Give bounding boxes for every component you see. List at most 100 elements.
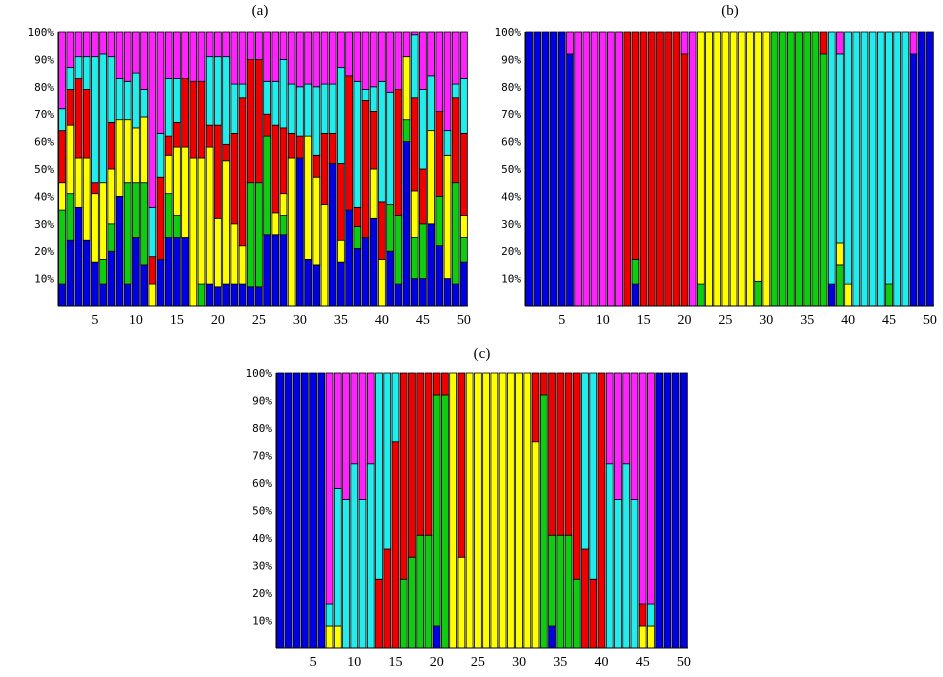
x-tick-label: 5 — [310, 655, 317, 670]
x-tick-label: 35 — [553, 655, 567, 670]
x-tick-label: 50 — [677, 655, 691, 670]
bar-segment-red — [296, 135, 304, 159]
y-tick-label: 90% — [501, 53, 521, 66]
bar-segment-green — [58, 209, 66, 285]
bar-segment-magenta — [296, 31, 304, 88]
bar-segment-blue — [99, 283, 107, 307]
bar-segment-red — [328, 132, 337, 164]
bar-segment-cyan — [164, 78, 173, 137]
bar-segment-green — [754, 280, 762, 307]
bar-segment-magenta — [566, 31, 574, 55]
bar-segment-magenta — [366, 372, 375, 465]
y-tick-label: 50% — [501, 163, 521, 176]
bar-segment-magenta — [680, 31, 689, 55]
bar-segment-red — [58, 130, 66, 184]
bar-segment-red — [460, 132, 468, 216]
bar-segment-green — [697, 283, 705, 307]
bar-segment-magenta — [361, 31, 370, 90]
bar-segment-green — [424, 534, 433, 649]
y-tick-label: 90% — [34, 53, 54, 66]
y-tick-label: 70% — [501, 108, 521, 121]
bar-segment-red — [378, 201, 386, 260]
bar-segment-blue — [566, 53, 574, 307]
bar-segment-cyan — [391, 372, 400, 443]
bar-segment-blue — [451, 283, 460, 307]
bar-segment-magenta — [598, 31, 607, 307]
x-tick-label: 15 — [637, 313, 651, 328]
bar-segment-yellow — [523, 372, 532, 649]
bar-segment-cyan — [337, 67, 345, 164]
bar-segment-yellow — [214, 217, 222, 288]
bar-segment-yellow — [312, 176, 321, 266]
bar-segment-red — [369, 111, 378, 170]
bar-segment-red — [148, 256, 157, 285]
bar-segment-green — [408, 556, 416, 649]
bar-segment-magenta — [836, 31, 844, 55]
y-tick-label: 10% — [252, 615, 272, 628]
bar-segment-green — [572, 578, 581, 649]
bar-segment-blue — [394, 283, 403, 307]
bar-segment-green — [556, 534, 565, 649]
y-tick-label: 40% — [501, 190, 521, 203]
bar-segment-blue — [292, 372, 301, 649]
bar-segment-magenta — [148, 31, 157, 208]
y-tick-label: 50% — [252, 505, 272, 518]
bar-segment-blue — [926, 31, 934, 307]
x-tick-label: 25 — [471, 655, 485, 670]
bar-segment-blue — [205, 283, 214, 307]
bar-segment-green — [432, 394, 441, 627]
bar-segment-magenta — [443, 31, 452, 132]
bar-segment-magenta — [688, 31, 697, 307]
bar-segment-red — [819, 31, 828, 55]
bar-segment-cyan — [836, 53, 844, 244]
bar-segment-magenta — [238, 31, 247, 85]
bar-segment-red — [337, 163, 345, 241]
bar-segment-cyan — [647, 603, 655, 627]
bar-segment-cyan — [66, 67, 75, 90]
bar-segment-cyan — [132, 72, 140, 129]
bar-segment-cyan — [589, 372, 598, 580]
bar-segment-cyan — [581, 372, 589, 550]
bar-segment-cyan — [287, 83, 296, 134]
x-tick-label: 5 — [558, 313, 565, 328]
chart-title-c: (c) — [474, 346, 491, 362]
bar-segment-magenta — [132, 31, 140, 74]
bar-segment-blue — [541, 31, 550, 307]
bar-segment-red — [394, 89, 403, 216]
bar-segment-green — [564, 534, 573, 649]
bar-segment-red — [581, 548, 589, 649]
bar-segment-blue — [238, 283, 247, 307]
bar-segment-blue — [66, 239, 75, 307]
bar-segment-cyan — [99, 53, 107, 184]
y-tick-label: 100% — [495, 26, 522, 39]
bar-segment-blue — [548, 625, 556, 649]
bar-segment-cyan — [304, 83, 312, 137]
bar-segment-blue — [337, 261, 345, 307]
bar-segment-green — [279, 215, 288, 236]
bar-segment-magenta — [140, 31, 148, 90]
x-tick-label: 25 — [718, 313, 732, 328]
bar-segment-green — [803, 31, 812, 307]
bar-segment-cyan — [622, 463, 631, 649]
bar-segment-blue — [164, 237, 173, 307]
bar-segment-red — [156, 176, 165, 260]
bar-segment-yellow — [531, 441, 540, 649]
bar-segment-cyan — [328, 83, 337, 134]
y-tick-label: 80% — [501, 81, 521, 94]
bar-segment-red — [416, 372, 425, 536]
bar-segment-green — [394, 215, 403, 285]
bar-segment-cyan — [375, 372, 383, 580]
bar-segment-blue — [909, 53, 918, 307]
bar-segment-red — [432, 372, 441, 396]
bar-segment-blue — [671, 372, 680, 649]
bar-segment-blue — [427, 223, 435, 307]
bar-segment-yellow — [410, 190, 419, 238]
bar-segment-red — [312, 154, 321, 178]
bar-segment-magenta — [107, 31, 116, 58]
x-tick-label: 5 — [91, 313, 98, 328]
bar-segment-blue — [353, 248, 362, 307]
bar-segment-green — [263, 135, 271, 236]
bar-segment-yellow — [58, 182, 66, 211]
bar-segment-green — [246, 182, 255, 288]
bar-segment-magenta — [909, 31, 918, 55]
